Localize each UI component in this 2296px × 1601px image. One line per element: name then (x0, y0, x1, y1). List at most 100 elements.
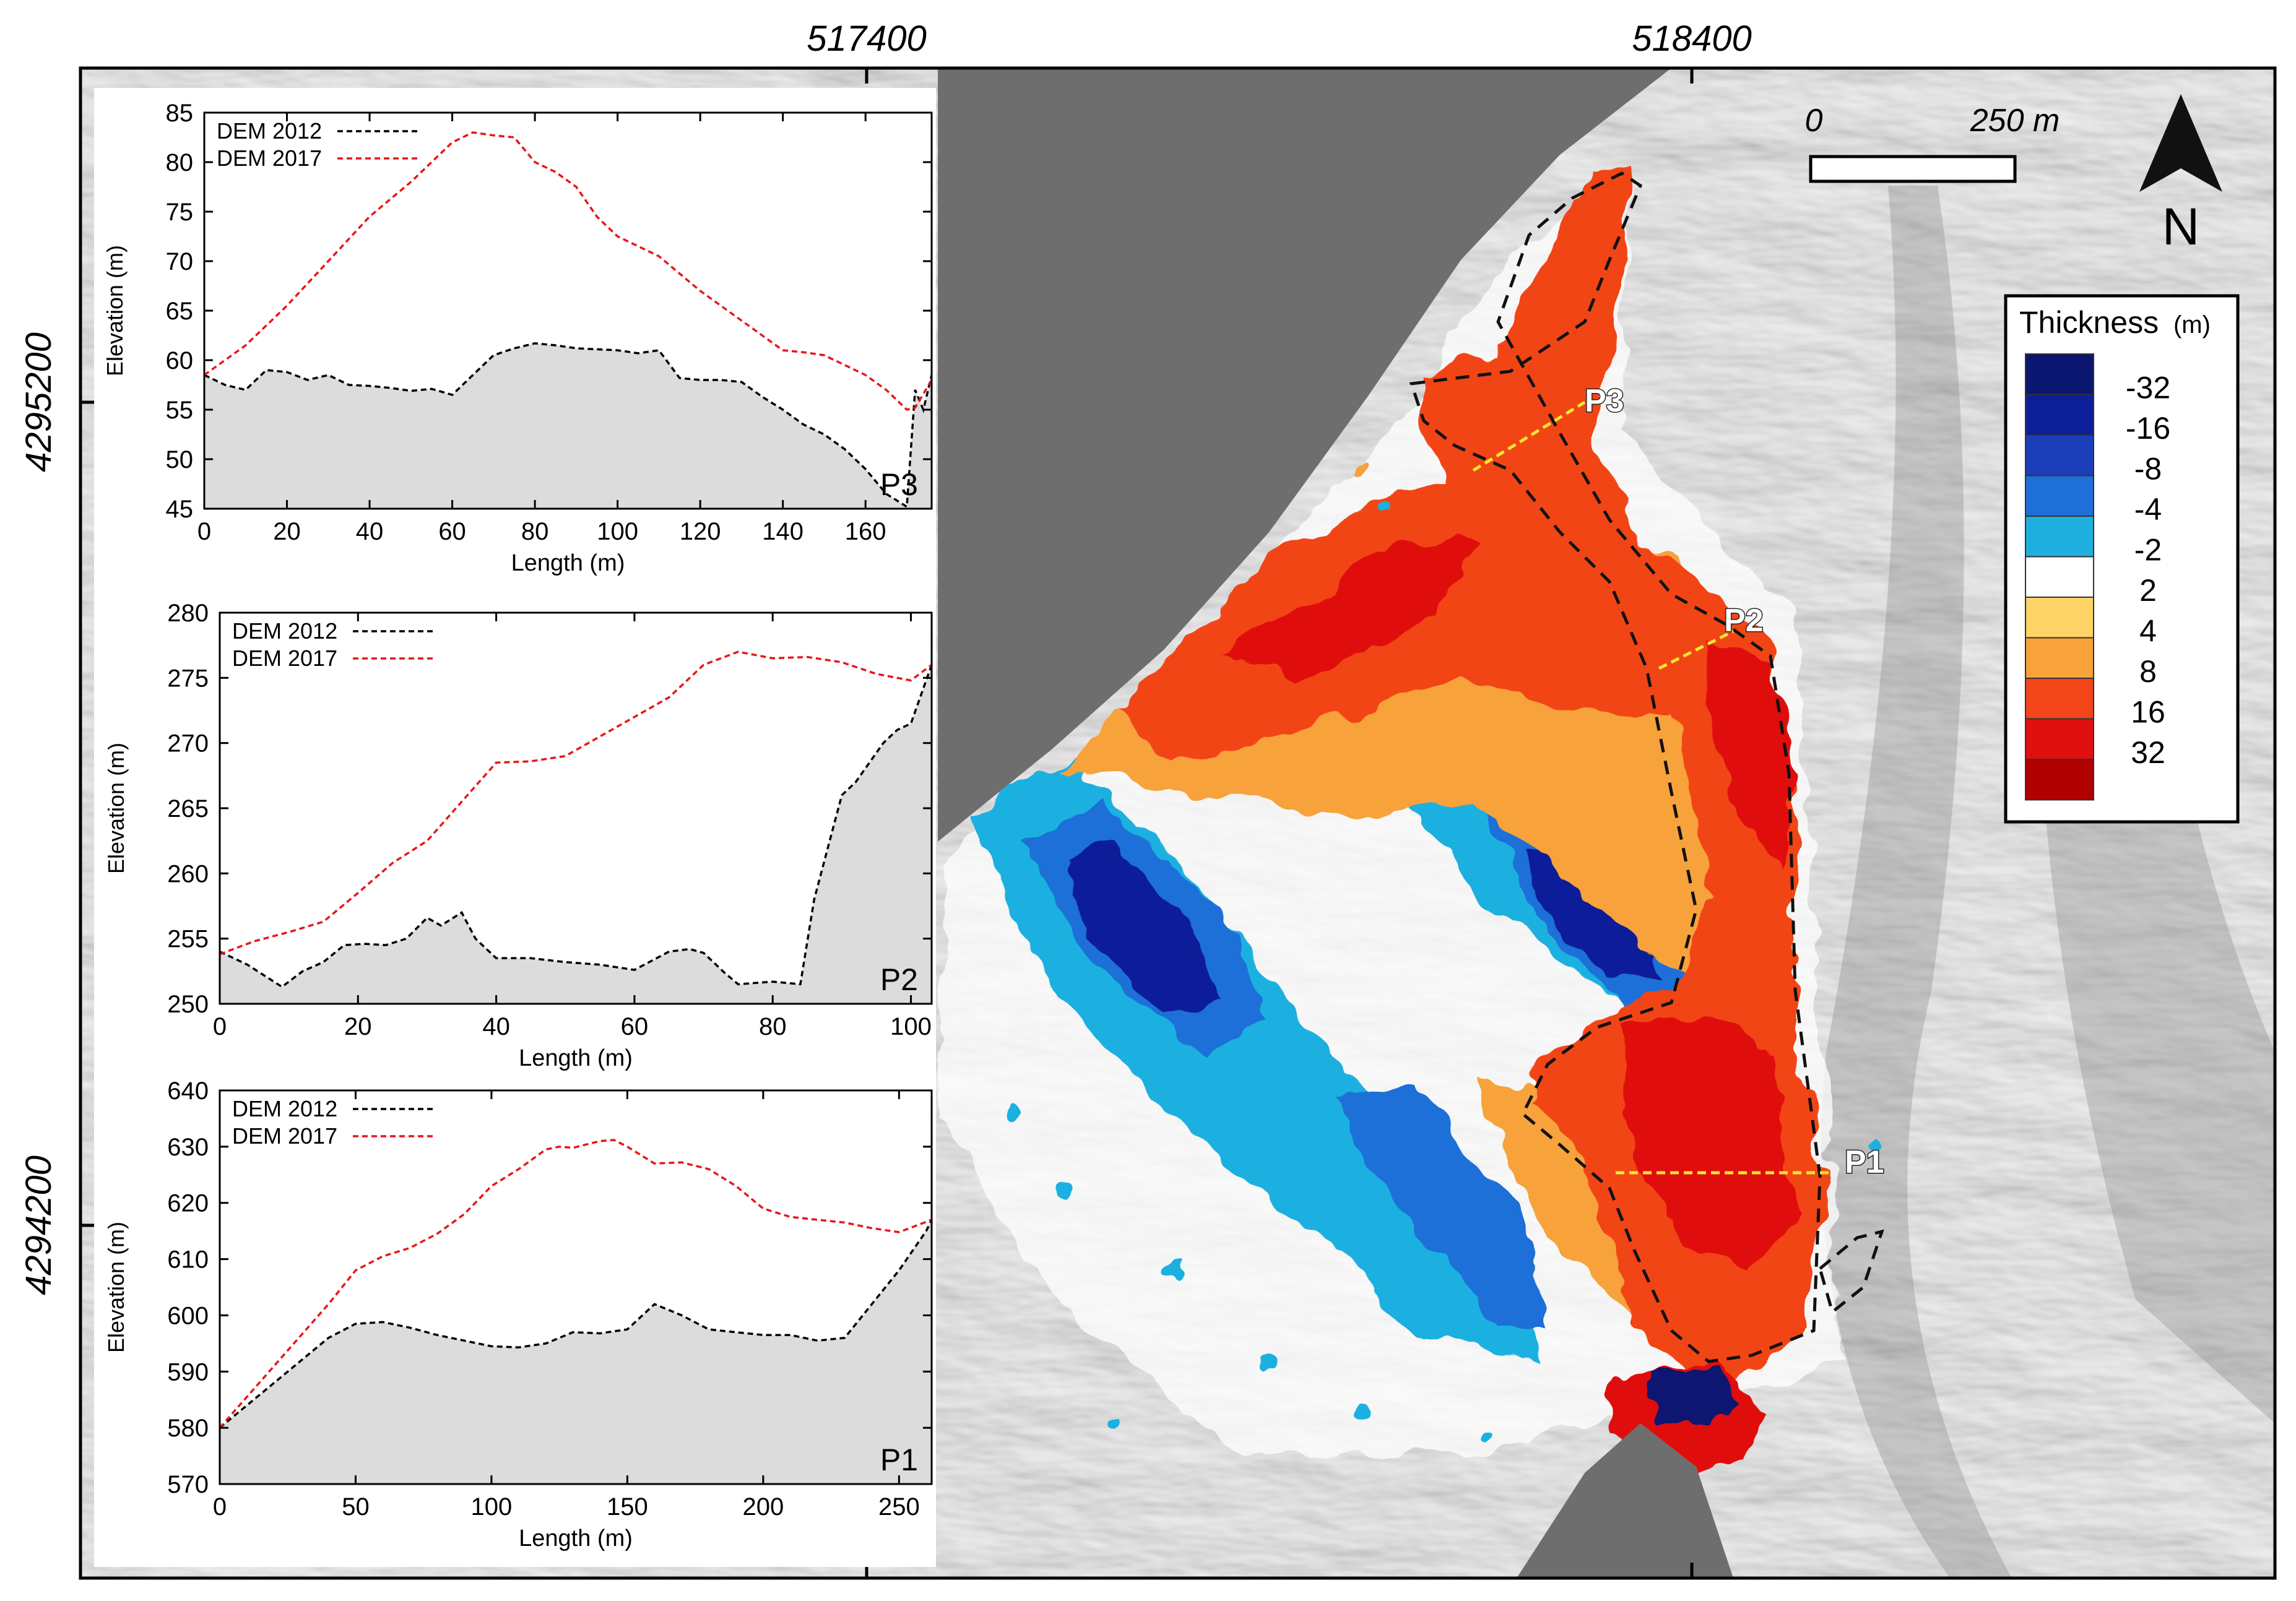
x-tick-label: 150 (607, 1493, 648, 1521)
panel-label: P3 (880, 467, 918, 502)
erosion-deep (1065, 842, 1213, 1015)
y-tick-label: 70 (166, 248, 194, 275)
terrain-fill-2012 (204, 343, 932, 509)
legend-entry-label: DEM 2012 (232, 1096, 337, 1121)
speck (1416, 1323, 1432, 1339)
water-area (938, 68, 1671, 842)
flow-channel-upper (1709, 637, 1795, 866)
speck (1868, 1137, 1883, 1152)
y-tick-label: 275 (167, 665, 209, 692)
north-label: N (2162, 197, 2200, 256)
scour-hole (1647, 1368, 1739, 1423)
legend-swatch (2025, 394, 2094, 436)
water-south (1517, 1423, 1733, 1578)
y-tick-label: 65 (166, 298, 194, 325)
speck (1357, 465, 1367, 475)
speck (1108, 1417, 1120, 1430)
y-axis-label: Elevation (m) (102, 245, 128, 376)
legend-unit-text: (m) (2173, 311, 2211, 339)
speck (1166, 1259, 1186, 1279)
x-tick-label: 20 (344, 1013, 372, 1040)
x-tick-label: 0 (213, 1493, 227, 1521)
legend-label: -2 (2134, 533, 2162, 567)
legend-entry-label: DEM 2012 (232, 618, 337, 644)
legend-title-text: Thickness (2019, 305, 2159, 340)
y-tick-label: 80 (166, 149, 194, 176)
north-arrow-icon (2139, 94, 2222, 192)
map-label-p2: P2 (1724, 603, 1764, 639)
speck (1354, 1404, 1369, 1418)
chart-p2: 0 20 40 60 80 100 250 255 260 265 270 275 280 Length … (103, 600, 933, 1071)
series-line-dem-2012 (219, 664, 933, 988)
legend-label: 2 (2139, 573, 2157, 608)
map (80, 68, 2275, 1578)
deposit-red-crest (1226, 532, 1473, 681)
coord-northing-2: 4294200 (19, 1155, 59, 1295)
x-tick-label: 80 (759, 1013, 787, 1040)
legend-entry-label: DEM 2017 (217, 145, 322, 171)
y-tick-label: 630 (167, 1134, 209, 1161)
x-tick-label: 40 (356, 518, 384, 545)
coord-easting-2: 518400 (1632, 19, 1752, 59)
legend-label: 4 (2139, 614, 2157, 649)
speck (1261, 1353, 1277, 1370)
legend-label: 8 (2139, 654, 2157, 689)
y-tick-label: 45 (166, 496, 194, 523)
y-tick-label: 580 (167, 1415, 209, 1442)
x-tick-label: 140 (762, 518, 804, 545)
y-tick-label: 570 (167, 1471, 209, 1498)
legend-swatch (2025, 718, 2094, 760)
terrain-fill-2012 (220, 1219, 932, 1484)
north-arrow: N (2139, 94, 2222, 256)
scalebar-start-label: 0 (1805, 103, 1823, 139)
y-tick-label: 265 (167, 795, 209, 822)
x-tick-label: 160 (845, 518, 886, 545)
flow-channel-core (1622, 1015, 1795, 1269)
profile-line-p3 (1472, 400, 1586, 472)
y-tick-label: 55 (166, 397, 194, 424)
legend-swatch (2025, 434, 2094, 477)
y-tick-label: 260 (167, 860, 209, 887)
x-tick-label: 80 (521, 518, 549, 545)
y-tick-label: 270 (167, 730, 209, 757)
legend-swatch (2025, 637, 2094, 679)
y-tick-label: 600 (167, 1302, 209, 1329)
scale-bar: 0 250 m (1805, 103, 2060, 183)
deposit-outline-east (1818, 1229, 1884, 1315)
legend-label: -32 (2126, 371, 2170, 405)
x-tick-label: 60 (621, 1013, 649, 1040)
y-tick-label: 85 (166, 100, 194, 127)
y-tick-label: 255 (167, 926, 209, 953)
scalebar-bar (1809, 155, 2017, 183)
y-axis-label: Elevation (m) (103, 743, 129, 874)
legend: Thickness (m) -32 -16 -8 -4 -2 2 4 8 16 32 (2004, 294, 2240, 824)
terrain-fill-2012 (220, 665, 932, 1004)
x-tick-label: 20 (273, 518, 301, 545)
x-tick-label: 250 (878, 1493, 920, 1521)
scalebar-end-label: 250 m (1970, 103, 2060, 139)
speck (1057, 1181, 1072, 1196)
speck (1479, 1429, 1492, 1443)
legend-label: 16 (2131, 695, 2165, 730)
deposit-outline (1409, 171, 1822, 1363)
legend-swatch (2025, 475, 2094, 517)
x-tick-label: 40 (482, 1013, 510, 1040)
ridge-shadow (1821, 186, 2012, 1578)
x-tick-label: 100 (890, 1013, 932, 1040)
legend-entry-label: DEM 2017 (232, 645, 337, 671)
legend-label: -8 (2134, 452, 2162, 486)
series-line-dem-2012 (204, 342, 933, 509)
x-axis-label: Length (m) (519, 1525, 633, 1551)
x-tick-label: 60 (438, 518, 466, 545)
x-tick-label: 0 (197, 518, 211, 545)
legend-label: -4 (2134, 492, 2162, 527)
legend-entry-label: DEM 2017 (232, 1123, 337, 1149)
y-tick-label: 60 (166, 347, 194, 374)
y-tick-label: 640 (167, 1077, 209, 1105)
series-line-dem-2017 (203, 131, 933, 411)
series-line-dem-2017 (219, 650, 933, 956)
x-axis-label: Length (m) (511, 550, 625, 576)
y-axis-label: Elevation (m) (103, 1222, 129, 1353)
chart-p3: 0 20 40 60 80 100 120 140 160 45 50 55 60 65 70 75 80 85 L… (102, 100, 933, 576)
